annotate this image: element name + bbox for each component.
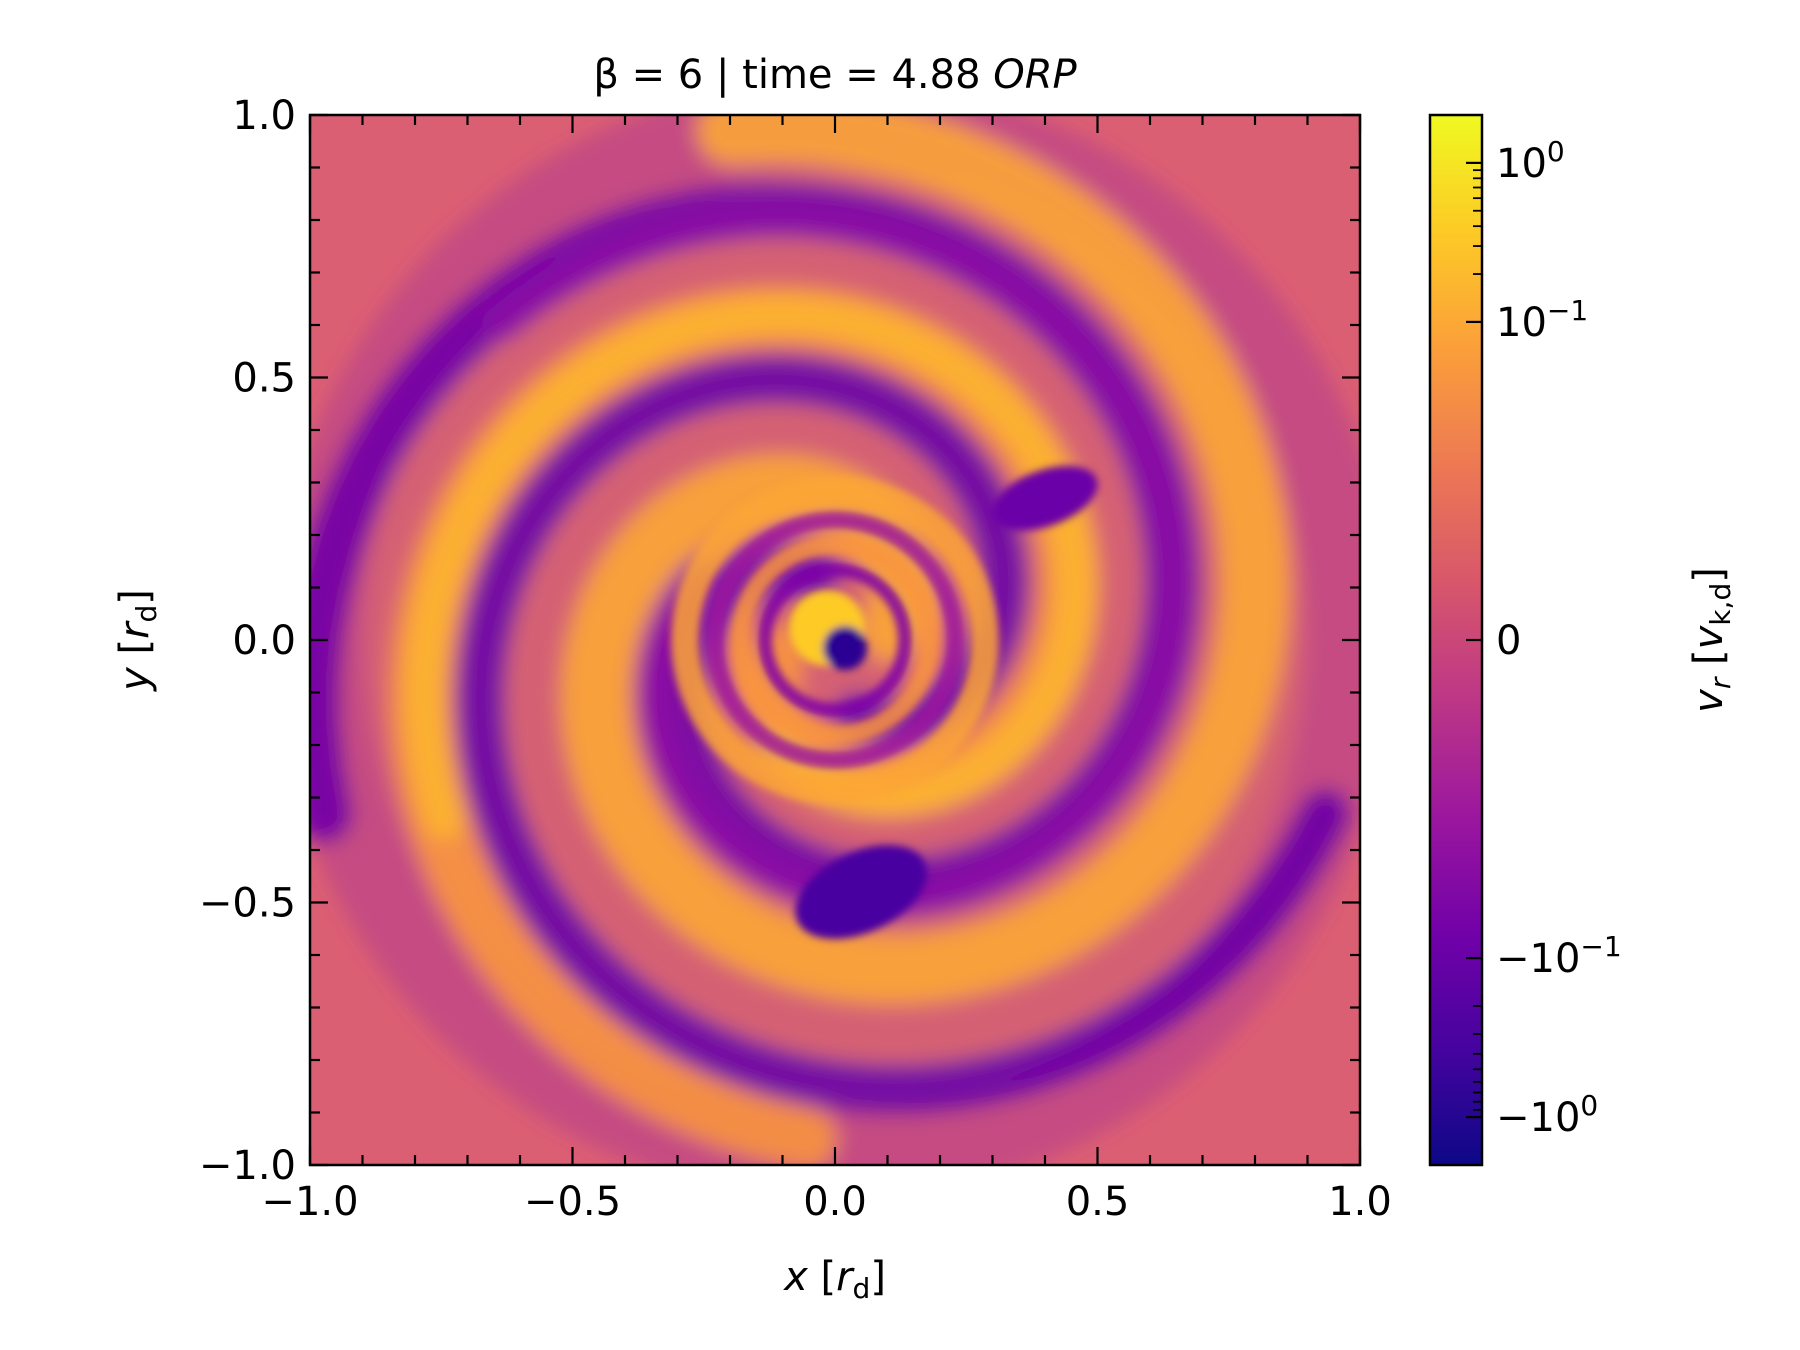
x-tick-label: 0.0 [803, 1179, 867, 1225]
y-axis-label-open: [ [112, 639, 158, 667]
y-axis-label-var: y [112, 666, 158, 692]
x-axis-label-close: ] [870, 1254, 886, 1300]
colorbar-tick-exponent: 0 [1580, 1089, 1598, 1122]
x-axis-label-unit: r [836, 1254, 855, 1300]
heatmap-panel [310, 115, 1360, 1165]
inner-ring [671, 476, 999, 804]
x-axis-label-open: [ [808, 1254, 836, 1300]
chart-title-prefix: β = 6 | time = 4.88 [593, 52, 993, 98]
colorbar-tick-label: −10−1 [1496, 930, 1622, 982]
x-tick-label: 0.5 [1066, 1179, 1130, 1225]
colorbar [1428, 113, 1484, 1167]
inner-ring [706, 511, 964, 769]
y-axis-ticks: −1.0 −0.5 0.0 0.5 1.0 [199, 93, 1360, 1189]
colorbar-tick-base: 0 [1496, 618, 1521, 664]
colorbar-tick-label: −100 [1496, 1089, 1598, 1141]
y-tick-label: −1.0 [199, 1143, 296, 1189]
y-axis-label-unit: r [112, 620, 158, 639]
colorbar-label: vr [vk,d] [1686, 567, 1737, 713]
colorbar-tick-exponent: 0 [1547, 135, 1565, 168]
spiral-arm [404, 295, 1096, 840]
x-axis-label: x [rd] [782, 1254, 886, 1305]
colorbar-label-unit: v [1686, 624, 1732, 649]
x-axis-label-unit-sub: d [853, 1272, 871, 1305]
field-sharp-layer [671, 465, 1098, 939]
x-tick-label: 1.0 [1328, 1179, 1392, 1225]
y-tick-label: 0.5 [232, 356, 296, 402]
y-axis-label: y [rd] [112, 589, 163, 692]
colorbar-tick-base: −10 [1496, 1095, 1580, 1141]
colorbar-label-var: v [1686, 688, 1732, 713]
chart-title-italic: ORP [993, 52, 1077, 98]
chart-title: β = 6 | time = 4.88 ORP [593, 52, 1077, 98]
colorbar-tick-base: 10 [1496, 300, 1547, 346]
colorbar-tick-exponent: −1 [1580, 930, 1621, 963]
x-axis-ticks: −1.0 −0.5 0.0 0.5 1.0 [261, 115, 1392, 1225]
heatmap-field [310, 115, 1360, 1165]
inner-ring [730, 535, 940, 745]
x-tick-label: −1.0 [261, 1179, 358, 1225]
core-dark [823, 626, 867, 670]
y-tick-label: −0.5 [199, 881, 296, 927]
inner-ring [758, 563, 912, 717]
colorbar-tick-label: 100 [1496, 135, 1565, 187]
colorbar-label-unit-sub: k,d [1704, 583, 1737, 626]
y-axis-label-close: ] [112, 589, 158, 605]
y-tick-label: 0.0 [232, 618, 296, 664]
inflow-blob [992, 465, 1098, 531]
colorbar-tick-label: 10−1 [1496, 294, 1588, 346]
colorbar-tick-label: 0 [1496, 618, 1521, 664]
colorbar-tick-base: 10 [1496, 141, 1547, 187]
y-tick-label: 1.0 [232, 93, 296, 139]
colorbar-tick-exponent: −1 [1547, 294, 1588, 327]
spiral-arm [482, 201, 1194, 918]
colorbar-tick-base: −10 [1496, 936, 1580, 982]
inflow-blob [795, 845, 927, 939]
colorbar-label-var-sub: r [1704, 676, 1737, 689]
colorbar-label-open: [ [1686, 649, 1732, 677]
x-tick-label: −0.5 [524, 1179, 621, 1225]
colorbar-label-close: ] [1686, 567, 1732, 583]
y-axis-label-unit-sub: d [130, 605, 163, 623]
x-axis-label-var: x [782, 1254, 808, 1300]
